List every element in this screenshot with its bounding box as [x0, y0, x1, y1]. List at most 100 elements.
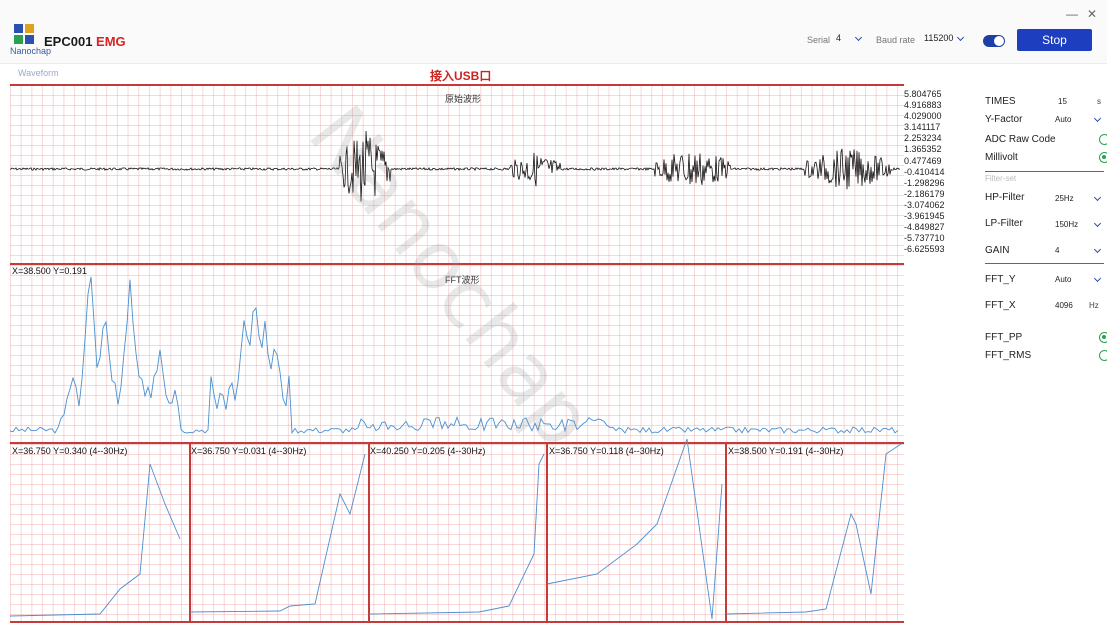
fft-rms-label: FFT_RMS: [985, 350, 1032, 361]
subchart-4-line: [546, 438, 723, 620]
subchart-5-readout: X=38.500 Y=0.191 (4--30Hz): [728, 446, 844, 456]
y-tick-label: 4.029000: [904, 111, 942, 122]
close-button[interactable]: ✕: [1086, 7, 1098, 21]
fft-cursor-readout: X=38.500 Y=0.191: [12, 266, 87, 276]
subchart-2-readout: X=36.750 Y=0.031 (4--30Hz): [191, 446, 307, 456]
fft-x-unit: Hz: [1089, 301, 1099, 310]
lp-filter-row: LP-Filter 150Hz: [985, 214, 1105, 234]
fft-y-chevron-down-icon[interactable]: [1093, 274, 1102, 283]
fft-x-input[interactable]: 4096: [1055, 301, 1073, 310]
serial-chevron-down-icon[interactable]: [854, 33, 863, 42]
fft-pp-radio[interactable]: [1099, 332, 1107, 343]
fft-x-label: FFT_X: [985, 300, 1016, 311]
gain-chevron-down-icon[interactable]: [1093, 245, 1102, 254]
fft-trace: [9, 276, 899, 435]
times-unit: s: [1097, 97, 1101, 106]
subchart-divider: [189, 442, 191, 622]
y-tick-label: -2.186179: [904, 188, 945, 199]
subchart-divider: [368, 442, 370, 622]
subchart-4-trace: [546, 438, 723, 620]
hp-filter-chevron-down-icon[interactable]: [1093, 193, 1102, 202]
fft-rms-row[interactable]: FFT_RMS: [985, 346, 1107, 366]
subcharts-top-border: [10, 442, 904, 444]
stop-button[interactable]: Stop: [1017, 29, 1092, 51]
fft-line: [9, 276, 899, 435]
times-input[interactable]: 15: [1058, 97, 1067, 106]
subcharts-area: [10, 444, 904, 621]
lp-filter-chevron-down-icon[interactable]: [1093, 219, 1102, 228]
subchart-5-line: [725, 443, 902, 615]
subchart-4-readout: X=36.750 Y=0.118 (4--30Hz): [549, 446, 664, 456]
waveform-section-label: Waveform: [18, 68, 59, 78]
minimize-button[interactable]: —: [1066, 7, 1078, 21]
y-factor-row: Y-Factor Auto: [985, 110, 1105, 130]
times-label: TIMES: [985, 96, 1016, 107]
lp-filter-select[interactable]: 150Hz: [1055, 220, 1079, 229]
app-title: EPC001 EMG: [44, 34, 126, 49]
fft-pp-label: FFT_PP: [985, 332, 1023, 343]
fft-pp-row[interactable]: FFT_PP: [985, 328, 1107, 348]
y-tick-label: 4.916883: [904, 100, 942, 111]
raw-waveform-trace: [9, 130, 901, 202]
raw-chart-top-border: [10, 84, 904, 86]
raw-waveform-chart: [10, 85, 904, 263]
filter-divider: [985, 171, 1104, 172]
gain-row: GAIN 4: [985, 241, 1105, 261]
fft-y-select[interactable]: Auto: [1055, 275, 1072, 284]
settings-panel: TIMES 15 s Y-Factor Auto ADC Raw Code Mi…: [965, 86, 1107, 386]
fft-y-label: FFT_Y: [985, 274, 1016, 285]
logo-text: Nanochap: [10, 46, 52, 56]
y-factor-chevron-down-icon[interactable]: [1093, 114, 1102, 123]
title-bar: Nanochap EPC001 EMG — ✕ Serial 4 Baud ra…: [0, 0, 1107, 64]
fft-rms-radio[interactable]: [1099, 350, 1107, 361]
times-row: TIMES 15 s: [985, 92, 1105, 112]
lp-filter-label: LP-Filter: [985, 218, 1023, 229]
subchart-3-line: [368, 453, 545, 615]
subcharts-bottom-border: [10, 621, 904, 623]
usb-status-banner: 接入USB口: [430, 69, 492, 83]
filter-set-label: Filter-set: [985, 174, 1017, 183]
serial-select[interactable]: 4: [836, 33, 842, 43]
y-tick-label: -4.849827: [904, 222, 945, 233]
subchart-2-trace: [189, 453, 366, 613]
connection-toggle[interactable]: [983, 35, 1005, 47]
serial-label: Serial: [807, 35, 831, 45]
gain-select[interactable]: 4: [1055, 246, 1060, 255]
app-title-accent: EMG: [96, 34, 126, 49]
fft-waveform-chart: [10, 265, 904, 442]
millivolt-row[interactable]: Millivolt: [985, 148, 1107, 168]
y-tick-label: 0.477469: [904, 155, 942, 166]
subchart-2-line: [189, 453, 366, 613]
subchart-3-readout: X=40.250 Y=0.205 (4--30Hz): [370, 446, 486, 456]
baud-rate-select[interactable]: 115200: [924, 33, 954, 43]
gain-label: GAIN: [985, 245, 1010, 256]
y-tick-label: 3.141117: [904, 122, 941, 133]
subchart-1-line: [9, 463, 181, 617]
subchart-divider: [725, 442, 727, 622]
y-tick-label: -3.074062: [904, 199, 945, 210]
baud-rate-chevron-down-icon[interactable]: [956, 33, 965, 42]
hp-filter-select[interactable]: 25Hz: [1055, 194, 1074, 203]
y-tick-label: -6.625593: [904, 244, 945, 255]
fft-y-row: FFT_Y Auto: [985, 270, 1105, 290]
y-tick-label: 2.253234: [904, 133, 942, 144]
y-tick-label: 5.804765: [904, 89, 942, 99]
millivolt-radio[interactable]: [1099, 152, 1107, 163]
subchart-5-trace: [725, 443, 902, 615]
raw-emg-line: [9, 130, 901, 202]
y-factor-label: Y-Factor: [985, 114, 1023, 125]
raw-chart-title: 原始波形: [445, 94, 482, 104]
hp-filter-label: HP-Filter: [985, 192, 1025, 203]
hp-filter-row: HP-Filter 25Hz: [985, 188, 1105, 208]
subchart-divider: [546, 442, 548, 622]
y-tick-label: 1.365352: [904, 144, 942, 155]
y-tick-label: -0.410414: [904, 166, 945, 177]
fft-x-row: FFT_X 4096 Hz: [985, 296, 1105, 316]
raw-chart-y-axis: 5.804765 4.916883 4.029000 3.141117 2.25…: [904, 89, 964, 255]
y-factor-select[interactable]: Auto: [1055, 115, 1072, 124]
subchart-1-readout: X=36.750 Y=0.340 (4--30Hz): [12, 446, 128, 456]
adc-raw-code-radio[interactable]: [1099, 134, 1107, 145]
baud-rate-label: Baud rate: [876, 35, 916, 45]
y-tick-label: -3.961945: [904, 211, 945, 222]
adc-raw-code-row[interactable]: ADC Raw Code: [985, 130, 1107, 150]
